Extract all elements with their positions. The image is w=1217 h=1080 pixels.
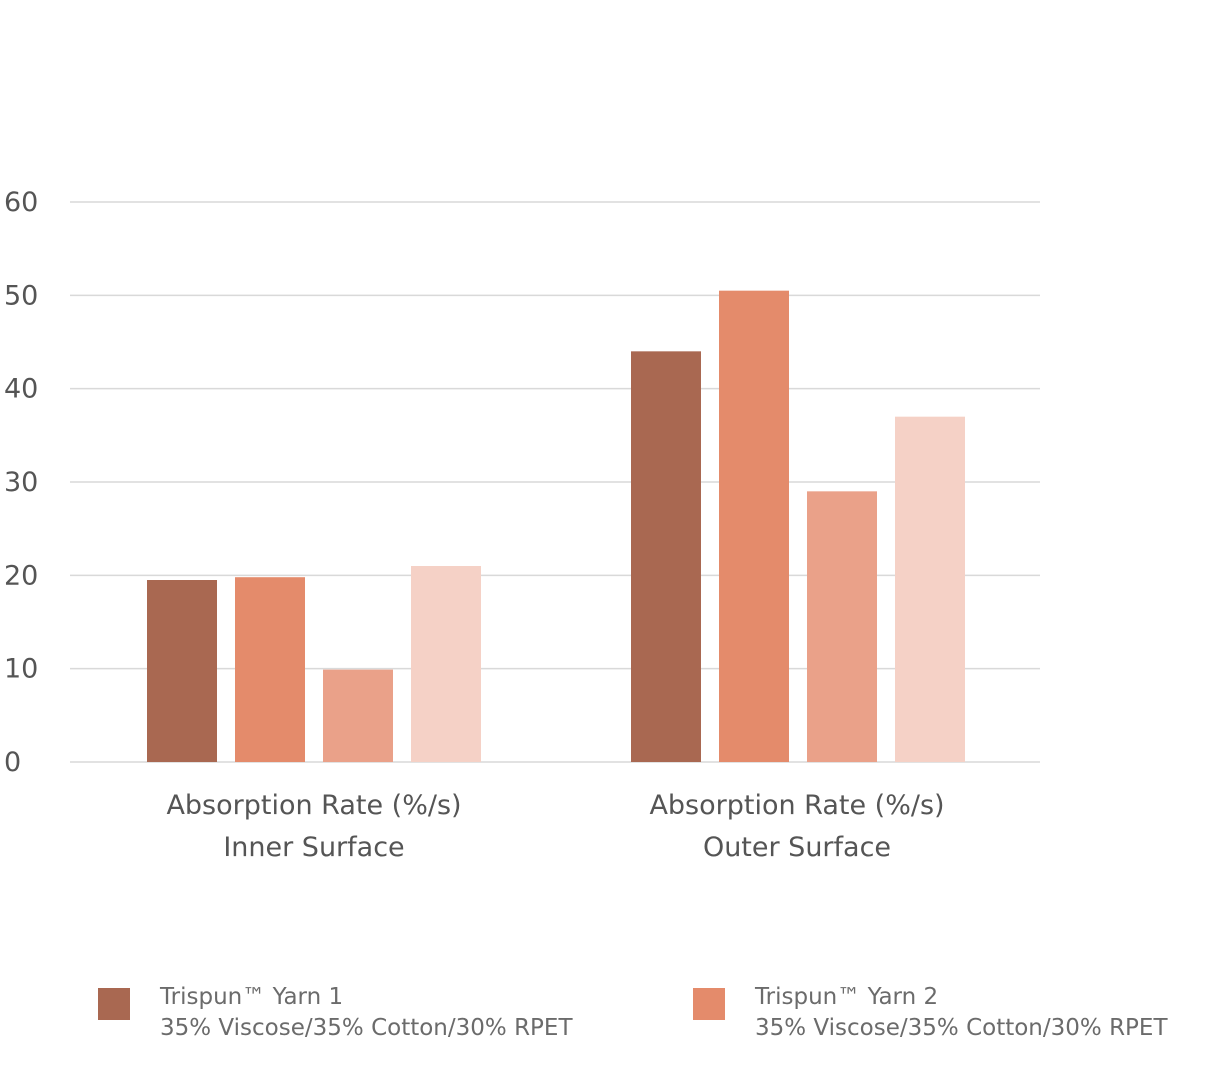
legend-description-yarn-1: 35% Viscose/35% Cotton/30% RPET: [160, 1015, 573, 1041]
y-tick-label: 10: [4, 654, 38, 685]
category-label: Absorption Rate (%/s): [166, 790, 461, 821]
bar-group1-series4: [411, 566, 481, 762]
legend-item-yarn-1: Trispun™ Yarn 1 35% Viscose/35% Cotton/3…: [98, 982, 573, 1044]
legend-label-yarn-1: Trispun™ Yarn 1: [160, 984, 344, 1010]
bar-group2-series2: [719, 290, 789, 762]
y-tick-label: 50: [4, 280, 38, 311]
category-label: Absorption Rate (%/s): [649, 790, 944, 821]
bar-group1-series2: [235, 577, 305, 762]
y-tick-label: 40: [4, 374, 38, 405]
legend-description-yarn-2: 35% Viscose/35% Cotton/30% RPET: [755, 1015, 1168, 1041]
bar-group2-series4: [895, 416, 965, 762]
bars: [147, 290, 965, 762]
bar-group1-series1: [147, 580, 217, 762]
gridlines: [70, 201, 1040, 763]
legend-text-yarn-2: Trispun™ Yarn 2 35% Viscose/35% Cotton/3…: [755, 982, 1168, 1044]
y-tick-label: 20: [4, 560, 38, 591]
category-labels: Absorption Rate (%/s) Inner Surface Absorp…: [166, 790, 944, 863]
category-label: Outer Surface: [703, 832, 891, 863]
legend-text-yarn-1: Trispun™ Yarn 1 35% Viscose/35% Cotton/3…: [160, 982, 573, 1044]
y-tick-label: 60: [4, 187, 38, 218]
bar-group1-series3: [323, 669, 393, 762]
legend-label-yarn-2: Trispun™ Yarn 2: [755, 984, 939, 1010]
bar-group2-series1: [631, 351, 701, 762]
y-tick-label: 0: [4, 747, 21, 778]
legend-swatch-yarn-1: [98, 988, 130, 1020]
bar-chart: 0 10 20 30 40 50 60 Absorption Rate (%/s) Inner…: [4, 187, 1040, 863]
y-axis-tick-labels: 0 10 20 30 40 50 60: [4, 187, 38, 778]
category-label: Inner Surface: [223, 832, 404, 863]
bar-group2-series3: [807, 491, 877, 762]
legend-swatch-yarn-2: [693, 988, 725, 1020]
legend-item-yarn-2: Trispun™ Yarn 2 35% Viscose/35% Cotton/3…: [693, 982, 1168, 1044]
y-tick-label: 30: [4, 467, 38, 498]
